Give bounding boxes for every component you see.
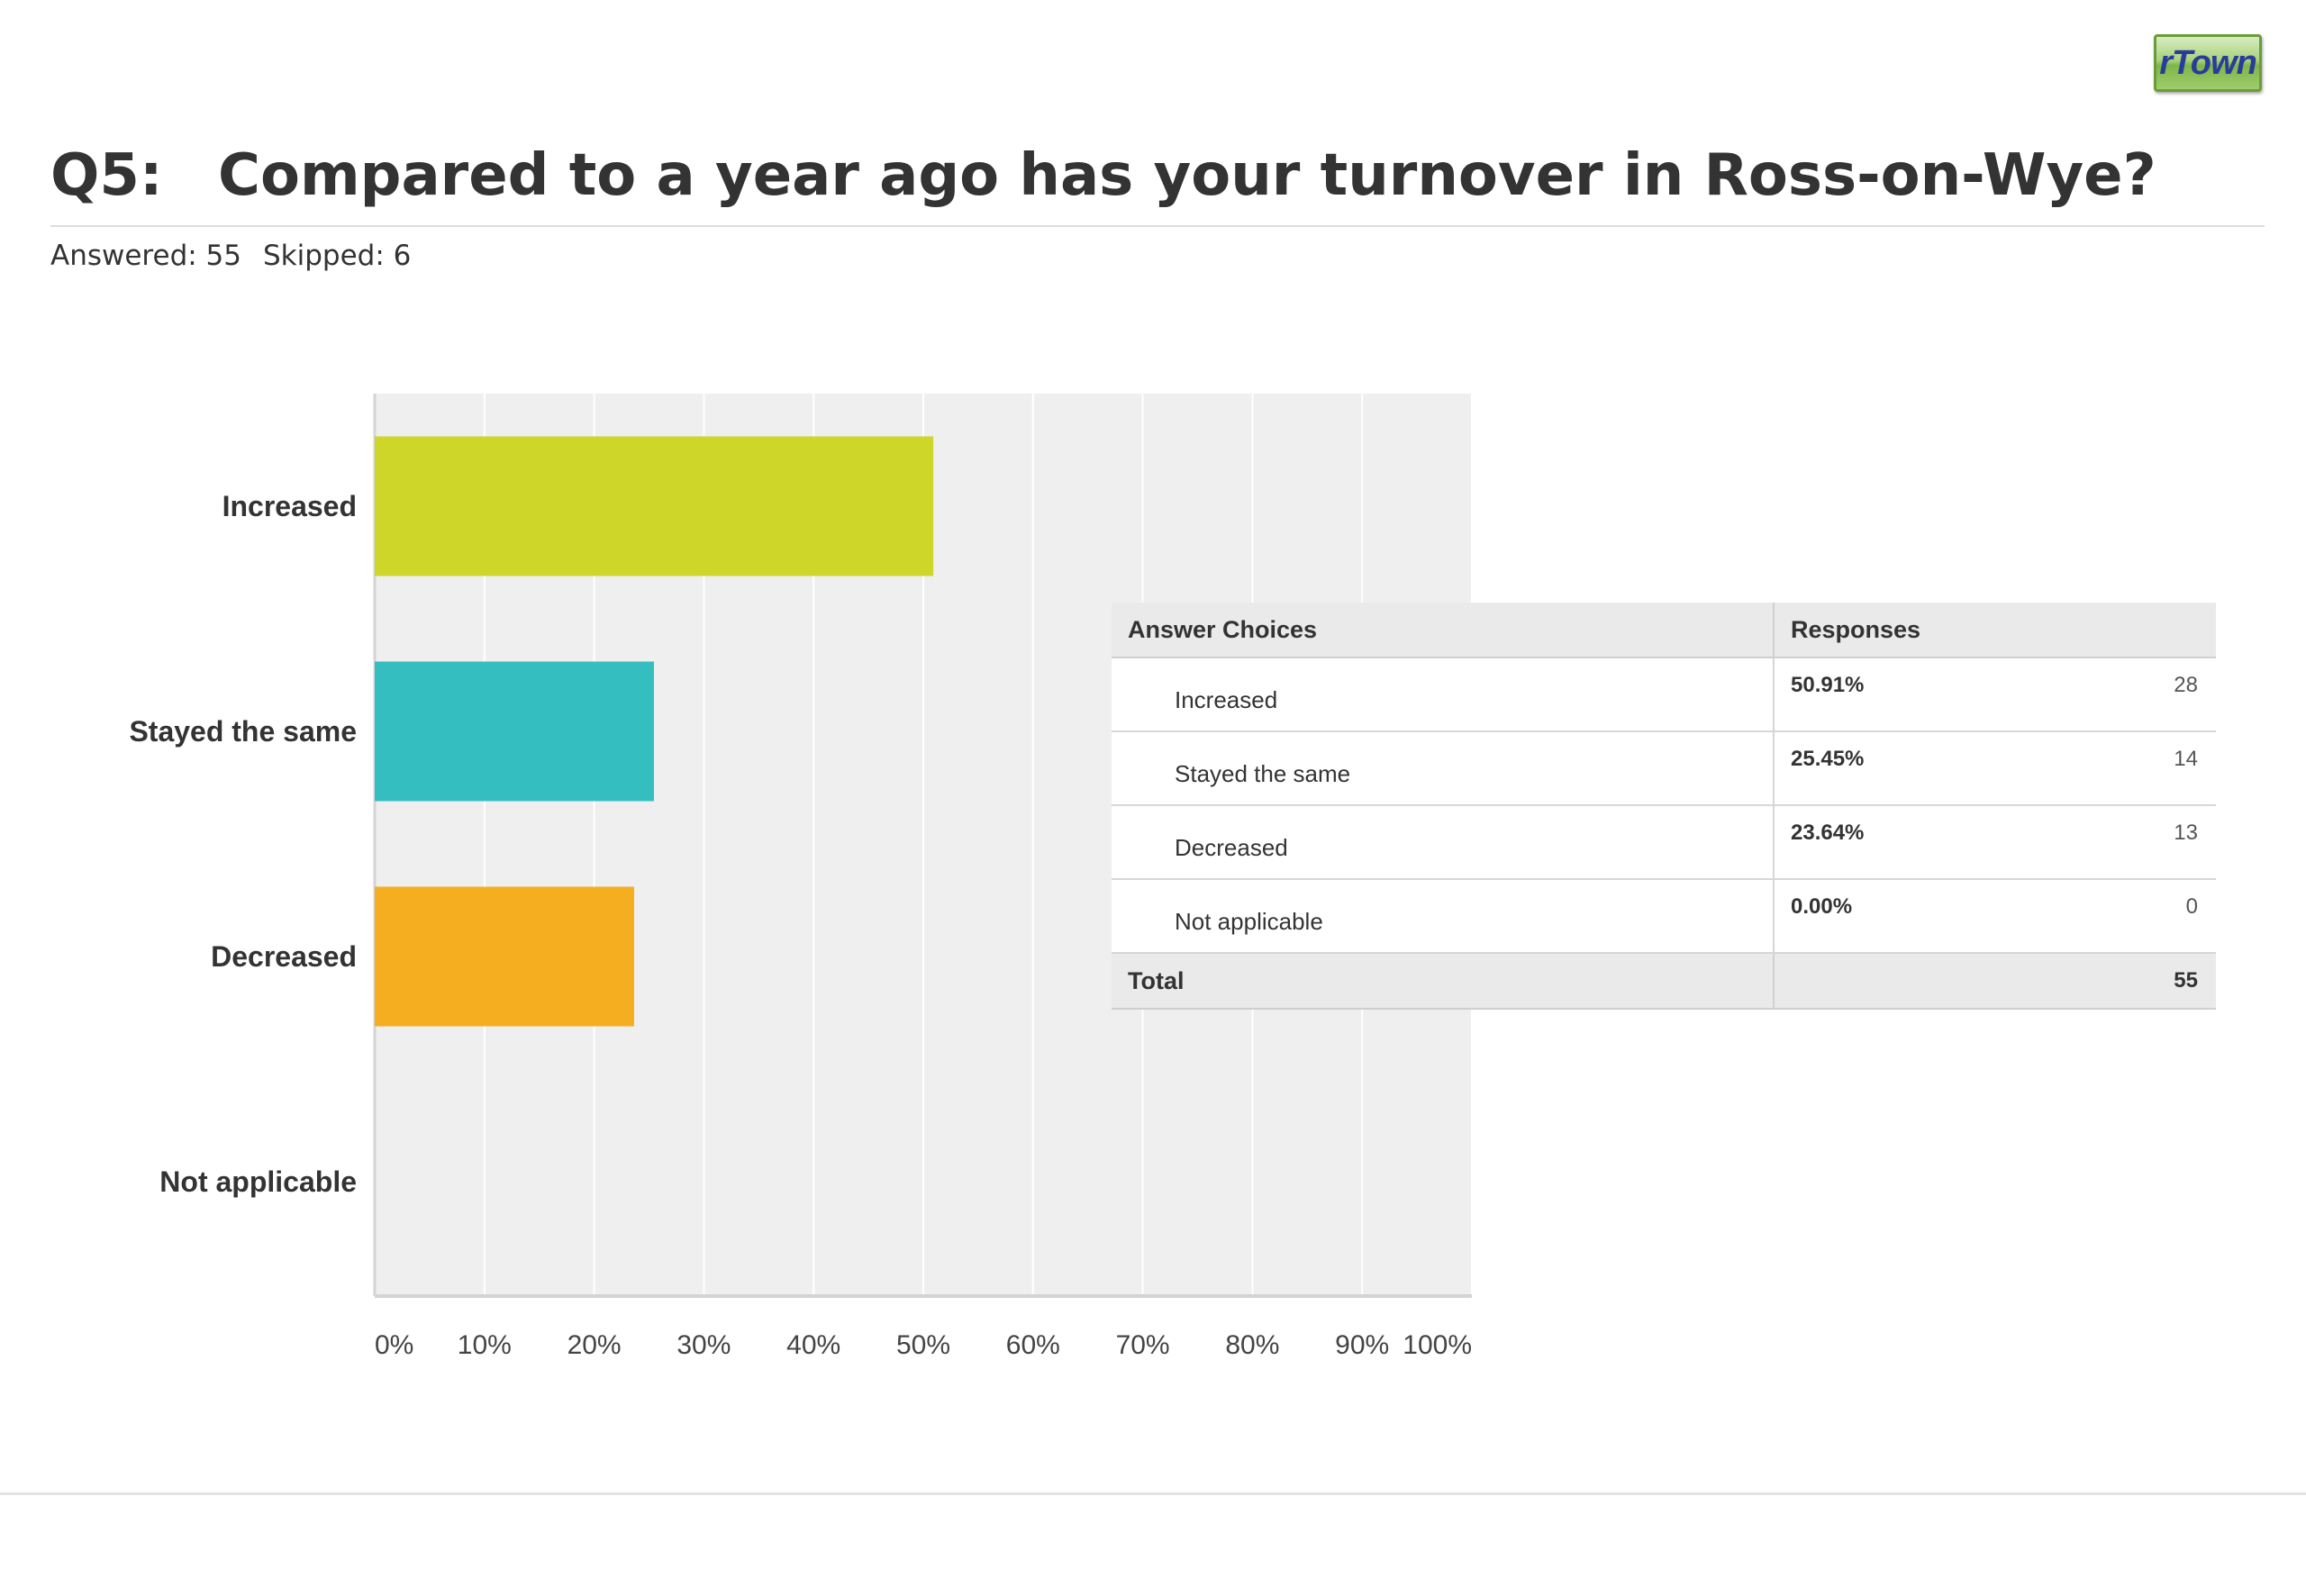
x-tick-label: 60% — [1006, 1330, 1060, 1360]
total-value: 55 — [2174, 968, 2198, 993]
table-row: Stayed the same 25.45% 14 — [1112, 732, 2216, 806]
x-tick-label: 20% — [567, 1330, 622, 1360]
bar-decreased — [375, 886, 634, 1027]
table-row: Not applicable 0.00% 0 — [1112, 880, 2216, 954]
row-responses: 23.64% 13 — [1775, 806, 2216, 878]
responses-table: Answer Choices Responses Increased 50.91… — [1112, 603, 2216, 1010]
logo-text: rTown — [2159, 43, 2257, 82]
row-choice: Decreased — [1112, 806, 1775, 878]
question-title: Compared to a year ago has your turnover… — [218, 142, 2156, 209]
category-label: Not applicable — [159, 1165, 357, 1198]
table-row: Decreased 23.64% 13 — [1112, 806, 2216, 880]
x-tick-label: 70% — [1116, 1330, 1170, 1360]
title-divider — [50, 225, 2265, 227]
bar-increased — [375, 436, 934, 576]
answered-count: Answered: 55 — [50, 240, 241, 272]
table-total-row: Total 55 — [1112, 954, 2216, 1010]
category-label: Stayed the same — [129, 715, 357, 748]
table-row: Increased 50.91% 28 — [1112, 658, 2216, 732]
row-count: 14 — [2174, 747, 2198, 771]
category-label: Decreased — [211, 940, 357, 973]
bar-chart: Increased Stayed the same Decreased Not app… — [129, 394, 1473, 1360]
x-tick-label: 90% — [1335, 1330, 1389, 1360]
x-tick-label: 0% — [375, 1330, 413, 1360]
row-responses: 25.45% 14 — [1775, 732, 2216, 804]
x-tick-label: 100% — [1403, 1330, 1472, 1360]
rtown-logo: rTown — [2154, 34, 2262, 92]
row-responses: 0.00% 0 — [1775, 880, 2216, 952]
x-tick-label: 30% — [676, 1330, 731, 1360]
x-tick-label: 40% — [786, 1330, 840, 1360]
table-header: Answer Choices Responses — [1112, 603, 2216, 658]
bar-stayed-the-same — [375, 661, 654, 802]
row-choice: Not applicable — [1112, 880, 1775, 952]
header-responses: Responses — [1791, 615, 1921, 643]
question-number: Q5: — [50, 142, 163, 209]
row-choice: Increased — [1112, 658, 1775, 730]
row-count: 0 — [2185, 894, 2198, 919]
row-percent: 0.00% — [1791, 894, 1853, 919]
row-count: 28 — [2174, 673, 2198, 697]
skipped-count: Skipped: 6 — [263, 240, 412, 272]
header-answer-choices: Answer Choices — [1112, 603, 1775, 657]
category-label: Increased — [222, 490, 357, 522]
row-responses: 50.91% 28 — [1775, 658, 2216, 730]
row-percent: 25.45% — [1791, 747, 1865, 771]
row-percent: 23.64% — [1791, 821, 1865, 845]
x-tick-label: 80% — [1225, 1330, 1279, 1360]
total-label: Total — [1112, 954, 1775, 1008]
row-percent: 50.91% — [1791, 673, 1865, 697]
x-tick-label: 50% — [896, 1330, 950, 1360]
x-tick-label: 10% — [458, 1330, 512, 1360]
footer-divider — [0, 1492, 2306, 1495]
row-count: 13 — [2174, 821, 2198, 845]
row-choice: Stayed the same — [1112, 732, 1775, 804]
